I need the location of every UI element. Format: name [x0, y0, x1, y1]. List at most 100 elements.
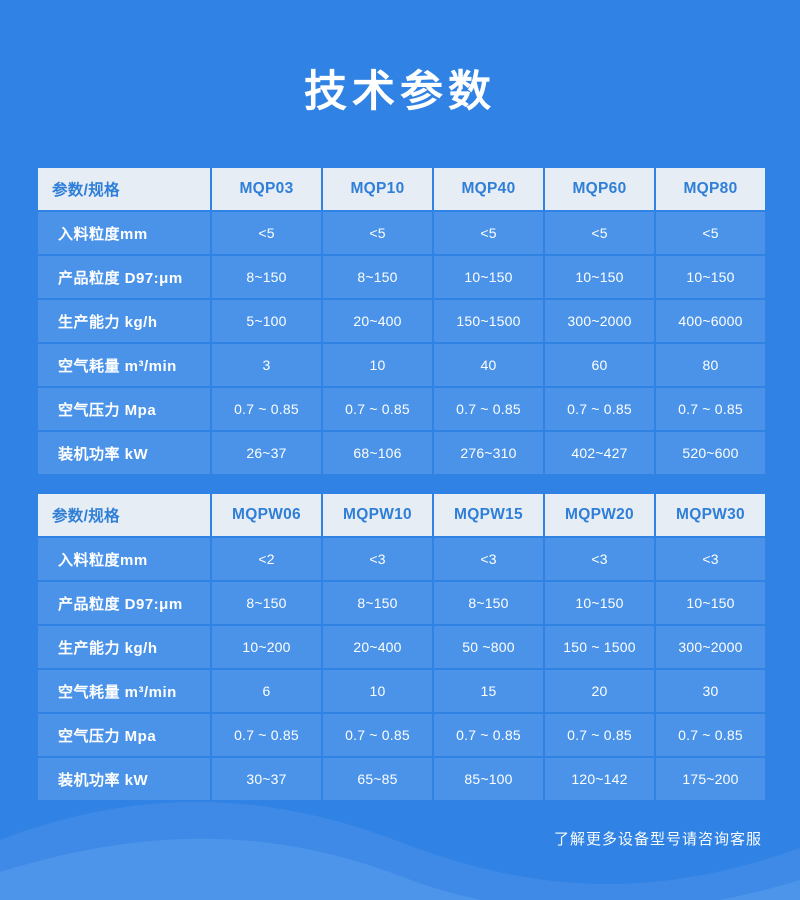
cell-value: 8~150 [212, 582, 321, 624]
table-row: 装机功率 kW 26~37 68~106 276~310 402~427 520… [38, 432, 765, 474]
cell-value: 0.7 ~ 0.85 [656, 714, 765, 756]
cell-value: 26~37 [212, 432, 321, 474]
cell-value: 10~150 [656, 256, 765, 298]
table-header-mqpw: 参数/规格 MQPW06 MQPW10 MQPW15 MQPW20 MQPW30 [38, 494, 765, 536]
cell-value: 8~150 [434, 582, 543, 624]
cell-value: 400~6000 [656, 300, 765, 342]
row-label: 入料粒度mm [38, 538, 210, 580]
table-row: 入料粒度mm <2 <3 <3 <3 <3 [38, 538, 765, 580]
cell-value: 30~37 [212, 758, 321, 800]
cell-value: <3 [323, 538, 432, 580]
cell-value: 10~150 [545, 256, 654, 298]
cell-value: 8~150 [323, 256, 432, 298]
cell-value: 8~150 [323, 582, 432, 624]
table-row: 入料粒度mm <5 <5 <5 <5 <5 [38, 212, 765, 254]
cell-value: 8~150 [212, 256, 321, 298]
cell-value: <3 [656, 538, 765, 580]
table-row: 生产能力 kg/h 10~200 20~400 50 ~800 150 ~ 15… [38, 626, 765, 668]
row-label: 生产能力 kg/h [38, 626, 210, 668]
row-label: 空气耗量 m³/min [38, 670, 210, 712]
cell-value: <5 [212, 212, 321, 254]
cell-value: 20~400 [323, 300, 432, 342]
cell-value: 20 [545, 670, 654, 712]
cell-value: 0.7 ~ 0.85 [545, 714, 654, 756]
cell-value: 10~150 [545, 582, 654, 624]
cell-value: 50 ~800 [434, 626, 543, 668]
row-label: 空气耗量 m³/min [38, 344, 210, 386]
cell-value: 0.7 ~ 0.85 [323, 388, 432, 430]
cell-value: 150 ~ 1500 [545, 626, 654, 668]
cell-value: 300~2000 [656, 626, 765, 668]
cell-value: <5 [323, 212, 432, 254]
cell-value: 68~106 [323, 432, 432, 474]
cell-value: 65~85 [323, 758, 432, 800]
cell-value: <2 [212, 538, 321, 580]
spec-table-mqp: 参数/规格 MQP03 MQP10 MQP40 MQP60 MQP80 入料粒度… [36, 166, 767, 476]
row-label: 装机功率 kW [38, 758, 210, 800]
table-header-mqp: 参数/规格 MQP03 MQP10 MQP40 MQP60 MQP80 [38, 168, 765, 210]
cell-value: 0.7 ~ 0.85 [323, 714, 432, 756]
page-title: 技术参数 [304, 68, 496, 116]
cell-value: 520~600 [656, 432, 765, 474]
table-row: 产品粒度 D97:μm 8~150 8~150 8~150 10~150 10~… [38, 582, 765, 624]
row-label: 装机功率 kW [38, 432, 210, 474]
table-body-mqpw: 入料粒度mm <2 <3 <3 <3 <3 产品粒度 D97:μm 8~150 … [38, 538, 765, 800]
column-header-mqp60: MQP60 [545, 168, 654, 210]
row-label: 空气压力 Mpa [38, 714, 210, 756]
cell-value: 0.7 ~ 0.85 [212, 714, 321, 756]
cell-value: 60 [545, 344, 654, 386]
table-row: 空气压力 Mpa 0.7 ~ 0.85 0.7 ~ 0.85 0.7 ~ 0.8… [38, 714, 765, 756]
cell-value: 15 [434, 670, 543, 712]
cell-value: 85~100 [434, 758, 543, 800]
cell-value: 10~150 [434, 256, 543, 298]
spec-table-mqpw: 参数/规格 MQPW06 MQPW10 MQPW15 MQPW20 MQPW30… [36, 492, 767, 802]
cell-value: 276~310 [434, 432, 543, 474]
cell-value: 150~1500 [434, 300, 543, 342]
column-header-mqp80: MQP80 [656, 168, 765, 210]
row-label: 生产能力 kg/h [38, 300, 210, 342]
column-header-mqpw30: MQPW30 [656, 494, 765, 536]
cell-value: <3 [434, 538, 543, 580]
cell-value: 402~427 [545, 432, 654, 474]
cell-value: 0.7 ~ 0.85 [434, 388, 543, 430]
cell-value: <5 [434, 212, 543, 254]
cell-value: 0.7 ~ 0.85 [656, 388, 765, 430]
column-header-mqpw15: MQPW15 [434, 494, 543, 536]
column-header-param: 参数/规格 [38, 168, 210, 210]
table-row: 装机功率 kW 30~37 65~85 85~100 120~142 175~2… [38, 758, 765, 800]
cell-value: 20~400 [323, 626, 432, 668]
table-header-row: 参数/规格 MQPW06 MQPW10 MQPW15 MQPW20 MQPW30 [38, 494, 765, 536]
table-row: 空气耗量 m³/min 6 10 15 20 30 [38, 670, 765, 712]
table-row: 空气压力 Mpa 0.7 ~ 0.85 0.7 ~ 0.85 0.7 ~ 0.8… [38, 388, 765, 430]
column-header-mqp40: MQP40 [434, 168, 543, 210]
cell-value: 0.7 ~ 0.85 [434, 714, 543, 756]
table-header-row: 参数/规格 MQP03 MQP10 MQP40 MQP60 MQP80 [38, 168, 765, 210]
cell-value: 175~200 [656, 758, 765, 800]
cell-value: 6 [212, 670, 321, 712]
cell-value: 10 [323, 344, 432, 386]
cell-value: <5 [656, 212, 765, 254]
cell-value: 40 [434, 344, 543, 386]
column-header-param: 参数/规格 [38, 494, 210, 536]
column-header-mqpw06: MQPW06 [212, 494, 321, 536]
column-header-mqpw10: MQPW10 [323, 494, 432, 536]
cell-value: 300~2000 [545, 300, 654, 342]
table-body-mqp: 入料粒度mm <5 <5 <5 <5 <5 产品粒度 D97:μm 8~150 … [38, 212, 765, 474]
table-row: 空气耗量 m³/min 3 10 40 60 80 [38, 344, 765, 386]
cell-value: 30 [656, 670, 765, 712]
column-header-mqpw20: MQPW20 [545, 494, 654, 536]
cell-value: 3 [212, 344, 321, 386]
cell-value: 10~150 [656, 582, 765, 624]
row-label: 入料粒度mm [38, 212, 210, 254]
table-row: 生产能力 kg/h 5~100 20~400 150~1500 300~2000… [38, 300, 765, 342]
row-label: 产品粒度 D97:μm [38, 582, 210, 624]
cell-value: 120~142 [545, 758, 654, 800]
row-label: 产品粒度 D97:μm [38, 256, 210, 298]
cell-value: <3 [545, 538, 654, 580]
table-row: 产品粒度 D97:μm 8~150 8~150 10~150 10~150 10… [38, 256, 765, 298]
cell-value: 0.7 ~ 0.85 [212, 388, 321, 430]
row-label: 空气压力 Mpa [38, 388, 210, 430]
cell-value: 10 [323, 670, 432, 712]
column-header-mqp10: MQP10 [323, 168, 432, 210]
